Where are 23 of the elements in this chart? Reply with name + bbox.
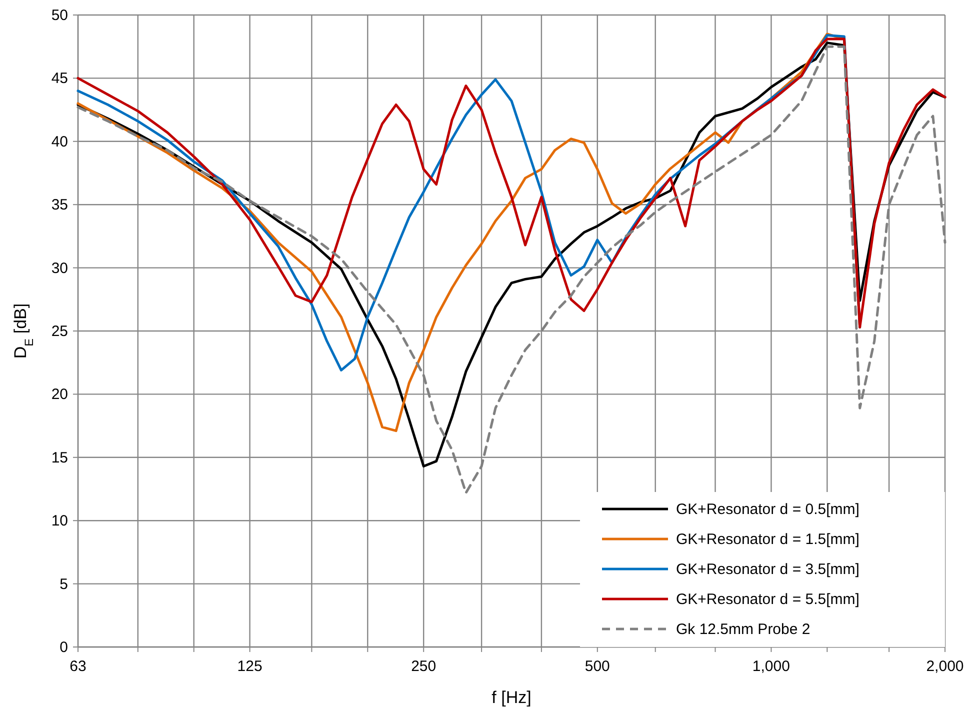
legend-label: GK+Resonator d = 5.5[mm]: [676, 591, 860, 608]
x-tick-label: 250: [411, 658, 436, 675]
x-axis-title: f [Hz]: [492, 688, 532, 707]
y-tick-label: 10: [51, 512, 68, 530]
y-tick-label: 5: [60, 576, 68, 593]
legend-label: Gk 12.5mm Probe 2: [676, 621, 810, 638]
y-tick-label: 40: [51, 133, 68, 150]
y-tick-label: 25: [51, 323, 68, 340]
x-tick-label: 500: [584, 658, 610, 675]
x-tick-label: 1,000: [752, 658, 790, 675]
x-tick-label: 63: [70, 658, 86, 675]
x-tick-label: 2,000: [926, 658, 964, 675]
legend-label: GK+Resonator d = 1.5[mm]: [676, 531, 860, 548]
y-tick-label: 0: [60, 639, 68, 656]
y-tick-label: 35: [51, 196, 68, 214]
legend-label: GK+Resonator d = 0.5[mm]: [676, 501, 860, 518]
y-tick-label: 15: [51, 449, 68, 466]
legend-label: GK+Resonator d = 3.5[mm]: [676, 561, 860, 578]
y-tick-label: 20: [51, 386, 68, 404]
x-tick-label: 125: [237, 658, 262, 675]
y-tick-label: 45: [51, 70, 68, 88]
y-tick-label: 30: [51, 260, 68, 277]
y-tick-label: 50: [51, 7, 68, 24]
